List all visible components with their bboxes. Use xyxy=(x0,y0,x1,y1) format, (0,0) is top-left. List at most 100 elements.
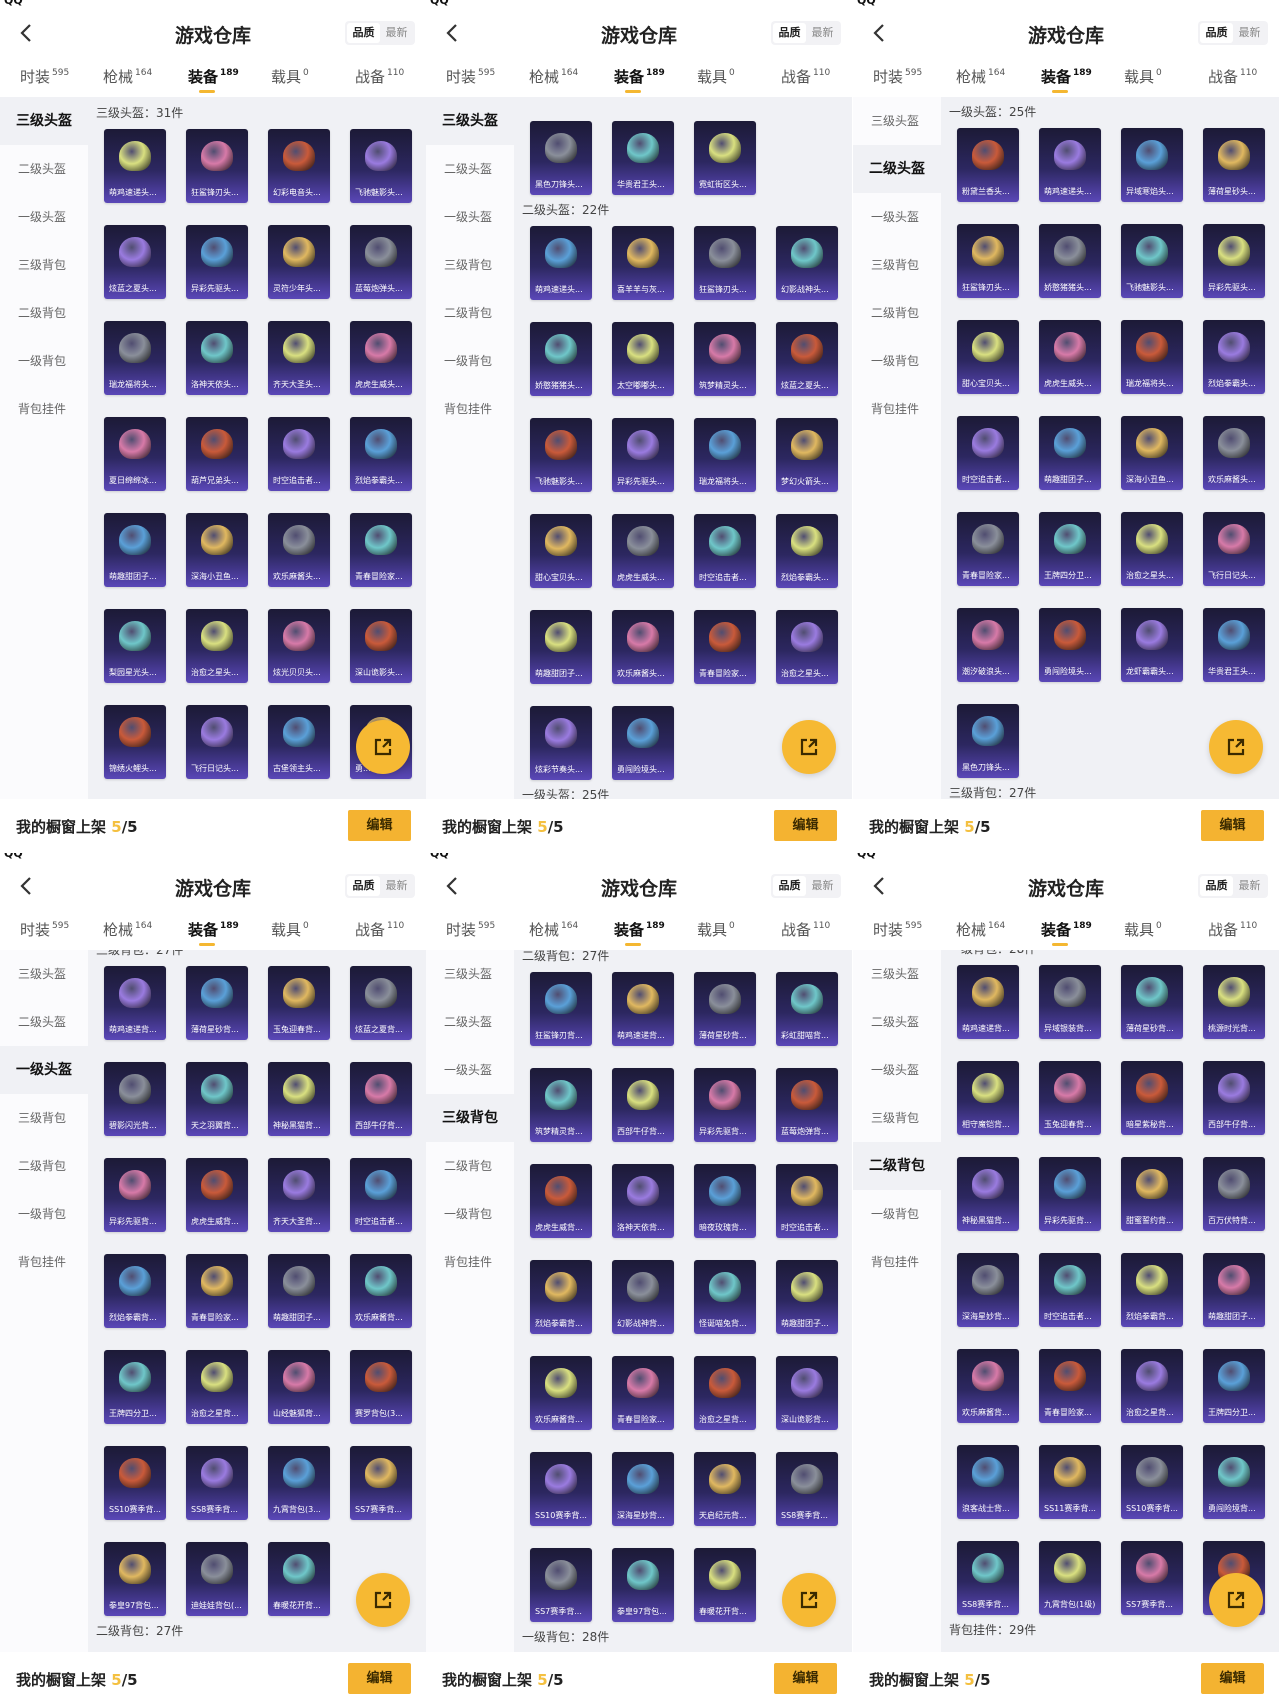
item-card[interactable]: 飞行日记头... xyxy=(1203,512,1265,586)
item-card[interactable]: 龙虾霸霸头... xyxy=(1121,608,1183,682)
sidebar-item[interactable]: 背包挂件 xyxy=(18,402,67,416)
item-card[interactable]: 欢乐麻酱背... xyxy=(957,1349,1019,1423)
item-card[interactable]: 瑞龙福将头... xyxy=(694,418,756,492)
item-card[interactable]: 狂鲨锋刃头... xyxy=(694,226,756,300)
sort-option-newest[interactable]: 最新 xyxy=(385,879,408,892)
item-card[interactable]: 喜羊羊与灰... xyxy=(612,226,674,300)
share-button[interactable] xyxy=(356,720,410,774)
item-card[interactable]: 齐天大圣背... xyxy=(268,1158,330,1232)
sidebar-item[interactable]: 一级头盔 xyxy=(18,210,67,224)
item-card[interactable]: 黑色刀锋头... xyxy=(957,704,1019,778)
item-card[interactable]: 欢乐麻酱头... xyxy=(268,513,330,587)
item-card[interactable]: 暗星紫秘背... xyxy=(1121,1061,1183,1135)
sidebar-item[interactable]: 一级背包 xyxy=(444,1207,493,1221)
item-card[interactable]: 玉兔迎春背... xyxy=(1039,1061,1101,1135)
sidebar-item[interactable]: 三级背包 xyxy=(871,258,920,272)
edit-button[interactable]: 编辑 xyxy=(1201,810,1264,841)
tab-3[interactable]: 载具 0 xyxy=(697,919,735,940)
item-card[interactable]: 时空追击者... xyxy=(694,514,756,588)
sidebar-item[interactable]: 三级头盔 xyxy=(0,97,88,145)
item-card[interactable]: 萌鸡速递背... xyxy=(957,965,1019,1039)
item-card[interactable]: 烈焰拳霸背... xyxy=(530,1260,592,1334)
item-card[interactable]: SS7赛季背... xyxy=(350,1446,412,1520)
sidebar-item[interactable]: 三级头盔 xyxy=(444,967,493,981)
item-card[interactable]: 天之羽翼背... xyxy=(186,1062,248,1136)
item-card[interactable]: 太空嘟嘟头... xyxy=(612,322,674,396)
item-card[interactable]: 王牌四分卫... xyxy=(1203,1349,1265,1423)
item-card[interactable]: 九霄背包(3... xyxy=(268,1446,330,1520)
item-card[interactable]: 狂鲨锋刃头... xyxy=(957,224,1019,298)
sidebar-item[interactable]: 三级头盔 xyxy=(871,967,920,981)
item-card[interactable]: 浪客战士背... xyxy=(957,1445,1019,1519)
tab-1[interactable]: 枪械 164 xyxy=(103,919,152,940)
sort-option-newest[interactable]: 最新 xyxy=(385,26,408,39)
item-card[interactable]: 彩虹甜喵背... xyxy=(776,972,838,1046)
item-card[interactable]: 幻彩电音头... xyxy=(268,129,330,203)
item-card[interactable]: 异彩先驱背... xyxy=(1039,1157,1101,1231)
sidebar-item[interactable]: 一级头盔 xyxy=(0,1046,88,1094)
item-card[interactable]: 黑色刀锋头... xyxy=(530,121,592,195)
item-card[interactable]: 飞驰魅影头... xyxy=(350,129,412,203)
item-card[interactable]: 青春冒险家... xyxy=(1039,1349,1101,1423)
item-card[interactable]: 华贵君王头... xyxy=(1203,608,1265,682)
item-card[interactable]: 拳皇97背包... xyxy=(612,1548,674,1622)
sort-option-quality[interactable]: 品质 xyxy=(347,23,380,43)
tab-2[interactable]: 装备 189 xyxy=(614,66,665,87)
sidebar-item[interactable]: 一级背包 xyxy=(18,354,67,368)
item-card[interactable]: 青春冒险家... xyxy=(612,1356,674,1430)
item-card[interactable]: 治愈之星头... xyxy=(186,609,248,683)
sidebar-item[interactable]: 一级头盔 xyxy=(871,210,920,224)
back-button[interactable] xyxy=(16,875,38,897)
item-card[interactable]: 西部牛仔背... xyxy=(350,1062,412,1136)
item-card[interactable]: 锦绣火鲤头... xyxy=(104,705,166,779)
item-card[interactable]: 王牌四分卫... xyxy=(1039,512,1101,586)
item-card[interactable]: SS10赛季背... xyxy=(530,1452,592,1526)
sidebar-item[interactable]: 二级头盔 xyxy=(18,162,67,176)
tab-1[interactable]: 枪械 164 xyxy=(956,66,1005,87)
item-card[interactable]: 勇闯险境背... xyxy=(1203,1445,1265,1519)
item-card[interactable]: 萌鸡速递头... xyxy=(104,129,166,203)
sidebar-item[interactable]: 二级背包 xyxy=(18,306,67,320)
item-card[interactable]: 欢乐麻酱背... xyxy=(530,1356,592,1430)
sidebar-item[interactable]: 二级背包 xyxy=(444,1159,493,1173)
sort-option-newest[interactable]: 最新 xyxy=(811,879,834,892)
item-card[interactable]: 异域寒焰头... xyxy=(1121,128,1183,202)
sidebar-item[interactable]: 一级头盔 xyxy=(871,1063,920,1077)
tab-3[interactable]: 载具 0 xyxy=(697,66,735,87)
item-card[interactable]: SS8赛季背... xyxy=(957,1541,1019,1615)
item-card[interactable]: 萌趣甜团子... xyxy=(268,1254,330,1328)
item-card[interactable]: 西部牛仔背... xyxy=(1203,1061,1265,1135)
item-card[interactable]: 深海星妙背... xyxy=(612,1452,674,1526)
item-card[interactable]: 薄荷星砂背... xyxy=(694,972,756,1046)
item-card[interactable]: 欢乐麻酱头... xyxy=(612,610,674,684)
tab-4[interactable]: 战备 110 xyxy=(781,66,830,87)
tab-3[interactable]: 载具 0 xyxy=(271,919,309,940)
sidebar-item[interactable]: 背包挂件 xyxy=(871,1255,920,1269)
item-card[interactable]: 暗夜玫瑰背... xyxy=(694,1164,756,1238)
tab-3[interactable]: 载具 0 xyxy=(1124,66,1162,87)
tab-4[interactable]: 战备 110 xyxy=(355,919,404,940)
sidebar-item[interactable]: 二级背包 xyxy=(871,306,920,320)
tab-2[interactable]: 装备 189 xyxy=(1041,919,1092,940)
item-card[interactable]: 萌趣甜团子... xyxy=(104,513,166,587)
item-card[interactable]: 甜心宝贝头... xyxy=(530,514,592,588)
tab-2[interactable]: 装备 189 xyxy=(614,919,665,940)
item-card[interactable]: 异彩先驱头... xyxy=(186,225,248,299)
tab-4[interactable]: 战备 110 xyxy=(1208,66,1257,87)
sidebar-item[interactable]: 一级背包 xyxy=(871,354,920,368)
tab-0[interactable]: 时装 595 xyxy=(20,66,69,87)
item-card[interactable]: 萌鸡速递背... xyxy=(104,966,166,1040)
sidebar-item[interactable]: 二级头盔 xyxy=(444,1015,493,1029)
item-card[interactable]: 狂鲨锋刃头... xyxy=(186,129,248,203)
tab-2[interactable]: 装备 189 xyxy=(188,919,239,940)
sidebar-item[interactable]: 一级背包 xyxy=(18,1207,67,1221)
item-card[interactable]: 春暖花开背... xyxy=(694,1548,756,1622)
item-card[interactable]: 薄荷星砂背... xyxy=(1121,965,1183,1039)
tab-3[interactable]: 载具 0 xyxy=(271,66,309,87)
item-card[interactable]: 萌趣甜团子... xyxy=(776,1260,838,1334)
item-card[interactable]: 深海小丑鱼... xyxy=(186,513,248,587)
item-card[interactable]: SS7赛季背... xyxy=(530,1548,592,1622)
item-card[interactable]: 炫蓝之夏头... xyxy=(776,322,838,396)
item-card[interactable]: 虎虎生威头... xyxy=(1039,320,1101,394)
item-card[interactable]: 九霄背包(1级) xyxy=(1039,1541,1101,1615)
